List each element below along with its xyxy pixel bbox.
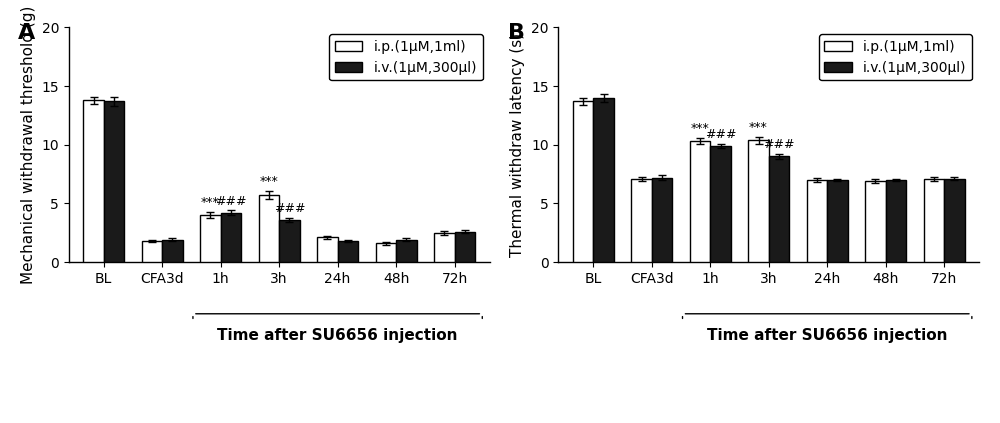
- Bar: [827, 180, 848, 262]
- Bar: [162, 240, 183, 262]
- Bar: [924, 179, 944, 262]
- Bar: [886, 180, 906, 262]
- Bar: [944, 179, 965, 262]
- Text: Time after SU6656 injection: Time after SU6656 injection: [707, 328, 947, 343]
- Y-axis label: Thermal withdraw latency (s): Thermal withdraw latency (s): [510, 33, 525, 257]
- Bar: [221, 213, 241, 262]
- Bar: [142, 241, 162, 262]
- Legend: i.p.(1μM,1ml), i.v.(1μM,300μl): i.p.(1μM,1ml), i.v.(1μM,300μl): [329, 34, 483, 80]
- Text: ***: ***: [749, 121, 768, 134]
- Text: Time after SU6656 injection: Time after SU6656 injection: [217, 328, 458, 343]
- Bar: [865, 181, 886, 262]
- Text: ***: ***: [260, 175, 278, 188]
- Bar: [748, 140, 769, 262]
- Bar: [104, 101, 124, 262]
- Text: A: A: [18, 23, 35, 43]
- Bar: [317, 237, 338, 262]
- Bar: [690, 141, 710, 262]
- Bar: [455, 232, 475, 262]
- Y-axis label: Mechanical withdrawal threshold (g): Mechanical withdrawal threshold (g): [21, 5, 36, 284]
- Bar: [434, 233, 455, 262]
- Bar: [807, 180, 827, 262]
- Bar: [573, 101, 593, 262]
- Bar: [652, 178, 672, 262]
- Text: ###: ###: [763, 138, 795, 151]
- Bar: [631, 179, 652, 262]
- Text: B: B: [508, 23, 525, 43]
- Text: ###: ###: [215, 195, 247, 208]
- Bar: [279, 220, 300, 262]
- Bar: [769, 157, 789, 262]
- Text: ***: ***: [201, 196, 220, 209]
- Bar: [396, 240, 417, 262]
- Bar: [338, 241, 358, 262]
- Bar: [376, 243, 396, 262]
- Legend: i.p.(1μM,1ml), i.v.(1μM,300μl): i.p.(1μM,1ml), i.v.(1μM,300μl): [819, 34, 972, 80]
- Bar: [710, 146, 731, 262]
- Bar: [259, 195, 279, 262]
- Text: ###: ###: [274, 202, 305, 215]
- Text: ###: ###: [705, 128, 736, 140]
- Bar: [83, 100, 104, 262]
- Bar: [593, 98, 614, 262]
- Bar: [200, 215, 221, 262]
- Text: ***: ***: [691, 122, 709, 135]
